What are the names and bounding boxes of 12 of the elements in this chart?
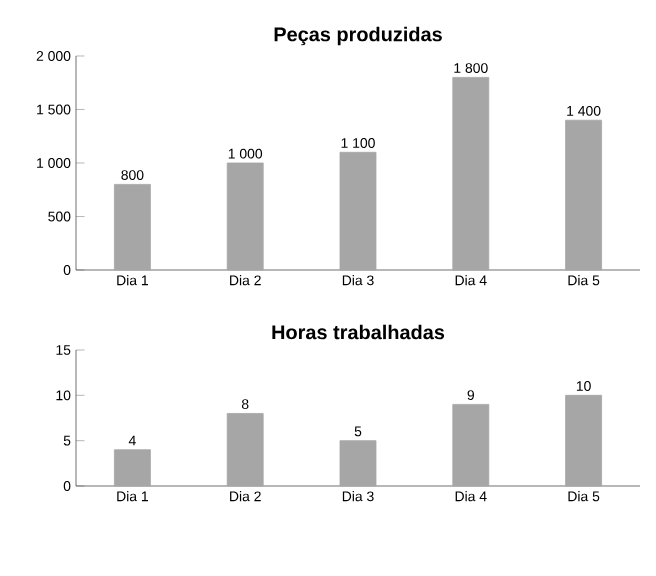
bar (565, 119, 602, 271)
bar (114, 449, 151, 487)
bar (452, 77, 490, 271)
chart-title: Horas trabalhadas (272, 324, 445, 340)
bar (114, 184, 151, 271)
bar (452, 404, 490, 487)
bar (226, 162, 264, 271)
bar (226, 413, 264, 487)
bar (565, 394, 602, 487)
chart-title: Peças produzidas (274, 26, 442, 46)
bar (339, 151, 377, 271)
bar (339, 440, 377, 487)
